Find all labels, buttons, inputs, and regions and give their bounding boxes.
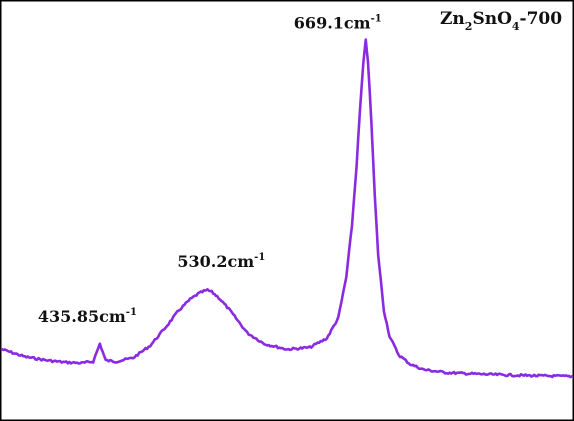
peak-label-669: 669.1cm-1 (294, 13, 382, 32)
peak-label-669-text: 669.1cm (294, 13, 371, 32)
peak-label-530-sup: -1 (254, 252, 265, 263)
peak-label-435: 435.85cm-1 (38, 307, 137, 326)
peak-label-435-text: 435.85cm (38, 307, 126, 326)
sample-mid: SnO (472, 9, 512, 29)
peak-annotations: 435.85cm-1 530.2cm-1 669.1cm-1 (38, 13, 382, 325)
sample-sub-2: 4 (512, 20, 520, 33)
peak-label-669-sup: -1 (371, 13, 382, 24)
peak-label-530-text: 530.2cm (177, 252, 254, 271)
peak-label-435-sup: -1 (126, 307, 137, 318)
sample-label: Zn2SnO4-700 (440, 9, 562, 33)
sample-tail: -700 (520, 9, 563, 29)
sample-sub-1: 2 (465, 20, 473, 33)
sample-base: Zn (440, 9, 465, 29)
peak-label-530: 530.2cm-1 (177, 252, 265, 271)
spectrum-line (0, 38, 574, 379)
